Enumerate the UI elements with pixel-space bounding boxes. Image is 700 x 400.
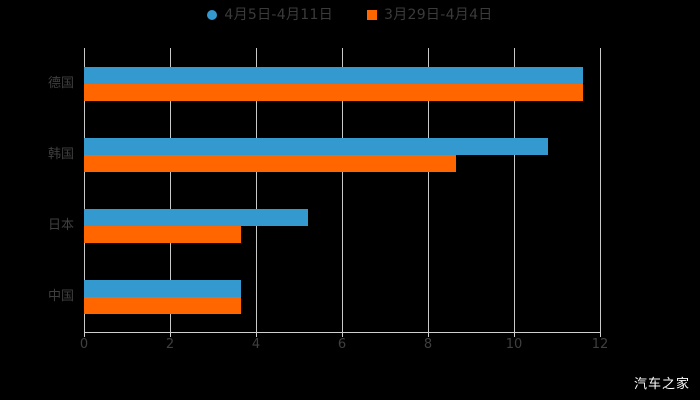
gridline [428,48,429,332]
legend-item[interactable]: 4月5日-4月11日 [207,8,333,22]
legend-item-label: 4月5日-4月11日 [224,7,333,23]
bar[interactable] [84,225,241,243]
x-tick-label: 6 [337,337,347,352]
gridline [514,48,515,332]
category-label: 德国 [47,75,74,91]
x-tick-mark [428,332,429,337]
category-label: 韩国 [47,146,74,162]
bar[interactable] [84,208,308,226]
x-tick-label: 0 [79,337,89,352]
gridline [256,48,257,332]
category-label: 中国 [47,288,74,304]
bar[interactable] [84,66,583,84]
watermark: 汽车之家 [633,377,690,392]
bar[interactable] [84,83,583,101]
chart-legend: 4月5日-4月11日 3月29日-4月4日 [0,8,700,22]
x-tick-label: 10 [505,337,523,352]
x-tick-mark [514,332,515,337]
category-axis-labels: 德国 韩国 日本 中国 [0,48,74,332]
gridline [84,48,85,332]
x-tick-label: 2 [165,337,175,352]
legend-item-label: 3月29日-4月4日 [384,7,493,23]
bar[interactable] [84,279,241,297]
x-tick-mark [342,332,343,337]
x-tick-mark [600,332,601,337]
x-tick-mark [84,332,85,337]
bar[interactable] [84,296,241,314]
x-tick-label: 12 [591,337,609,352]
gridline [600,48,601,332]
gridline [170,48,171,332]
x-tick-mark [256,332,257,337]
category-label: 日本 [47,217,74,233]
x-tick-label: 4 [251,337,261,352]
bar[interactable] [84,154,456,172]
square-marker [367,10,377,20]
bar[interactable] [84,137,549,155]
x-tick-mark [170,332,171,337]
x-tick-label: 8 [423,337,433,352]
gridline [342,48,343,332]
plot-area [84,48,601,332]
legend-item[interactable]: 3月29日-4月4日 [367,8,493,22]
dot-marker [207,10,218,20]
